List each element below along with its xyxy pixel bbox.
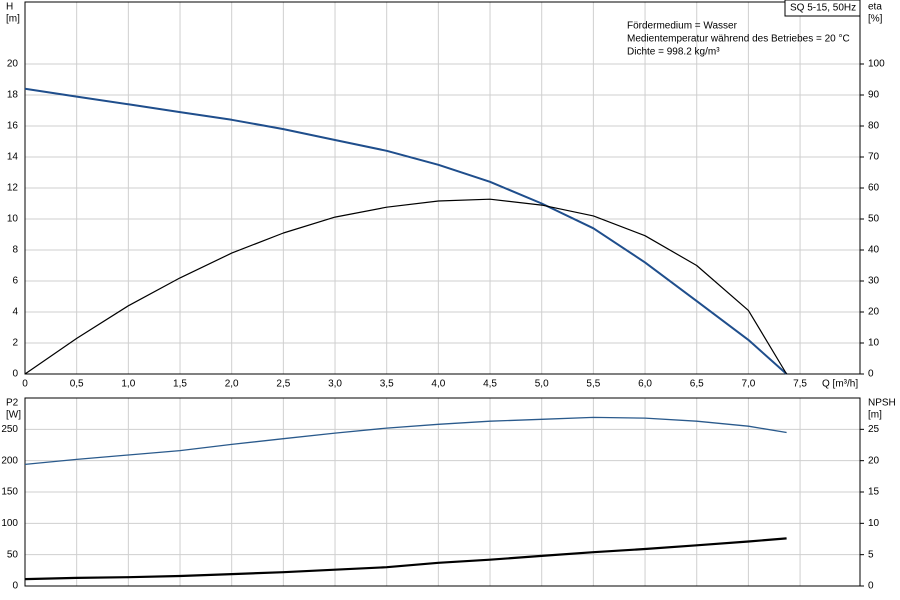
x-tick-label: 6,5	[690, 379, 704, 390]
y-tick-label: 6	[12, 276, 18, 287]
y2-tick-label: 50	[868, 214, 880, 225]
y2-tick-label: 90	[868, 90, 880, 101]
x-tick-label: 1,5	[173, 379, 187, 390]
y2-tick-label: 10	[868, 518, 880, 529]
y2-tick-label: 10	[868, 338, 880, 349]
x-tick-label: 7,5	[793, 379, 807, 390]
y2-tick-label: 30	[868, 276, 880, 287]
x-tick-label: 2,5	[276, 379, 290, 390]
y2-tick-label: 20	[868, 307, 880, 318]
x-tick-label: 5,0	[535, 379, 549, 390]
y2-tick-label: 70	[868, 152, 880, 163]
y-tick-label: 0	[12, 581, 18, 592]
series-line	[24, 87, 788, 375]
x-tick-label: 0	[22, 379, 28, 390]
y-tick-label: 4	[12, 307, 18, 318]
series-line	[24, 198, 788, 375]
y-tick-label: 20	[7, 59, 19, 70]
y2-axis-label: eta	[868, 2, 882, 13]
y2-axis-unit: [m]	[868, 410, 882, 421]
y2-tick-label: 80	[868, 121, 880, 132]
y-tick-label: 100	[1, 518, 18, 529]
y-tick-label: 12	[7, 183, 19, 194]
y-tick-label: 150	[1, 487, 18, 498]
y2-tick-label: 40	[868, 245, 880, 256]
y2-tick-label: 20	[868, 455, 880, 466]
y2-tick-label: 0	[868, 581, 874, 592]
x-tick-label: 2,0	[225, 379, 239, 390]
x-tick-label: 1,0	[121, 379, 135, 390]
y2-tick-label: 0	[868, 369, 874, 380]
y-tick-label: 50	[7, 549, 19, 560]
y-tick-label: 250	[1, 424, 18, 435]
y-tick-label: 16	[7, 121, 19, 132]
y-tick-label: 2	[12, 338, 18, 349]
annotation: Medientemperatur während des Betriebes =…	[627, 34, 850, 45]
x-tick-label: 4,5	[483, 379, 497, 390]
x-tick-label: 3,5	[380, 379, 394, 390]
title: SQ 5-15, 50Hz	[790, 3, 856, 14]
plot-frame	[24, 397, 861, 587]
y2-tick-label: 100	[868, 59, 885, 70]
x-tick-label: 5,5	[586, 379, 600, 390]
y2-tick-label: 60	[868, 183, 880, 194]
y2-tick-label: 5	[868, 549, 874, 560]
y2-axis-label: NPSH	[868, 398, 896, 409]
y-tick-label: 14	[7, 152, 19, 163]
x-tick-label: 4,0	[431, 379, 445, 390]
y-tick-label: 18	[7, 90, 19, 101]
y2-tick-label: 15	[868, 487, 880, 498]
y-tick-label: 10	[7, 214, 19, 225]
x-tick-label: 3,0	[328, 379, 342, 390]
y-tick-label: 8	[12, 245, 18, 256]
x-tick-label: 6,0	[638, 379, 652, 390]
y2-tick-label: 25	[868, 424, 880, 435]
annotation: Dichte = 998.2 kg/m³	[627, 47, 720, 58]
plot-frame	[24, 1, 861, 375]
y2-axis-unit: [%]	[868, 14, 883, 25]
annotation: Fördermedium = Wasser	[627, 21, 738, 32]
y-tick-label: 200	[1, 455, 18, 466]
series-line	[24, 416, 787, 466]
title-box	[784, 0, 861, 17]
y-axis-unit: [W]	[6, 410, 21, 421]
x-tick-label: 7,0	[741, 379, 755, 390]
x-tick-label: 0,5	[70, 379, 84, 390]
y-axis-label: H	[6, 2, 13, 13]
x-axis-label: Q [m³/h]	[822, 379, 858, 390]
series-line	[24, 537, 787, 581]
y-tick-label: 0	[12, 369, 18, 380]
y-axis-label: P2	[6, 398, 19, 409]
y-axis-unit: [m]	[6, 14, 20, 25]
